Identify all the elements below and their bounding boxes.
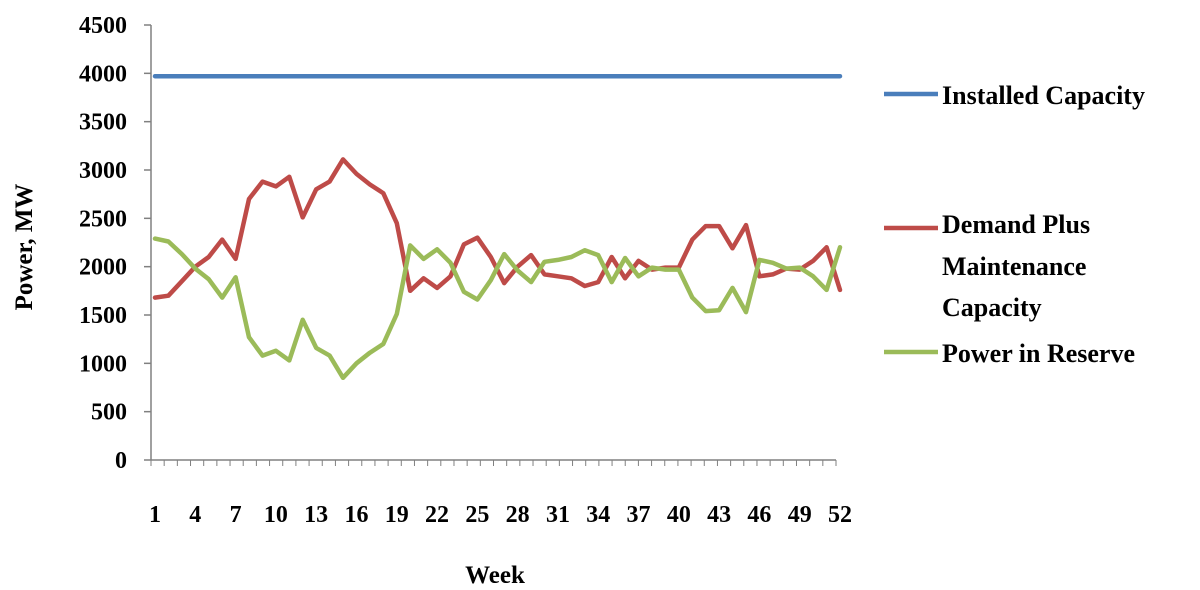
y-tick-label: 1500 xyxy=(79,303,127,329)
legend-label-3: Power in Reserve xyxy=(942,339,1135,368)
x-tick-label: 34 xyxy=(586,502,610,528)
x-tick-label: 25 xyxy=(465,502,489,528)
x-tick-label: 46 xyxy=(747,502,771,528)
series-line-2 xyxy=(152,157,843,300)
x-tick-label: 10 xyxy=(264,502,288,528)
x-tick-label: 4 xyxy=(189,502,201,528)
y-tick-label: 2000 xyxy=(79,255,127,281)
axes xyxy=(150,25,836,461)
legend-label-2: Maintenance xyxy=(942,252,1086,281)
y-tick-label: 3000 xyxy=(79,158,127,184)
x-tick-label: 22 xyxy=(425,502,449,528)
legend-label-2: Capacity xyxy=(942,293,1042,322)
x-axis-ticks: 1 4 7 10 13 16 19 22 25 28 31 34 37 40 43 46 49 52 xyxy=(149,460,852,528)
x-tick-label: 28 xyxy=(506,502,530,528)
y-tick-label: 500 xyxy=(91,400,127,426)
x-tick-label: 1 xyxy=(149,502,161,528)
legend: Installed Capacity Demand Plus Maintenance… xyxy=(884,81,1145,368)
x-tick-label: 31 xyxy=(546,502,570,528)
x-tick-label: 49 xyxy=(788,502,812,528)
legend-label-2: Demand Plus xyxy=(942,210,1090,239)
y-tick-label: 1000 xyxy=(79,351,127,377)
x-tick-label: 16 xyxy=(344,502,368,528)
y-axis-title: Power, MW xyxy=(11,184,38,311)
x-tick-label: 13 xyxy=(304,502,328,528)
x-tick-label: 52 xyxy=(828,502,852,528)
y-tick-label: 4000 xyxy=(79,61,127,87)
x-tick-label: 7 xyxy=(230,502,242,528)
x-tick-label: 37 xyxy=(627,502,651,528)
y-tick-label: 3500 xyxy=(79,110,127,136)
y-tick-label: 4500 xyxy=(79,13,127,39)
x-tick-label: 43 xyxy=(707,502,731,528)
y-axis-ticks: 0 500 1000 1500 2000 2500 3000 3500 4000 4500 xyxy=(79,13,151,474)
y-tick-label: 2500 xyxy=(79,206,127,232)
x-tick-label: 19 xyxy=(385,502,409,528)
legend-label-1: Installed Capacity xyxy=(942,81,1145,110)
y-tick-label: 0 xyxy=(115,448,127,474)
series-line-3 xyxy=(152,236,843,381)
series-lines xyxy=(152,73,843,381)
x-axis-title: Week xyxy=(465,562,525,589)
x-tick-label: 40 xyxy=(667,502,691,528)
